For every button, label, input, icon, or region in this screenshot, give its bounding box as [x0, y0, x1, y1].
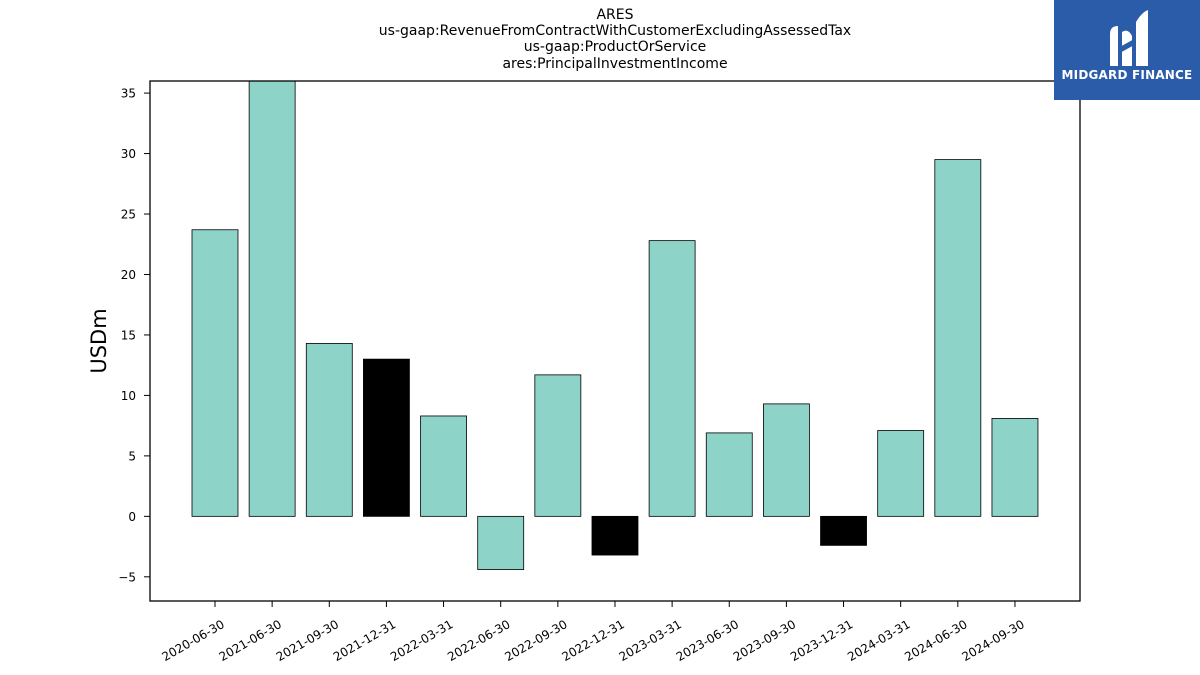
x-tick-label: 2022-12-31: [559, 617, 626, 664]
x-tick-label: 2022-06-30: [445, 617, 512, 664]
bar-2023-06-30: [705, 432, 753, 517]
y-tick-label: −5: [118, 570, 136, 584]
x-tick-label: 2024-09-30: [959, 617, 1026, 664]
bar-2021-06-30: [248, 80, 296, 517]
y-tick-label: 35: [121, 87, 136, 101]
y-axis-label: USDm: [87, 308, 111, 373]
y-tick-label: 10: [121, 389, 136, 403]
y-tick-label: 5: [128, 449, 136, 463]
x-tick-label: 2023-12-31: [788, 617, 855, 664]
x-tick-label: 2024-03-31: [845, 617, 912, 664]
bar-2022-12-31: [591, 515, 639, 556]
y-tick-label: 25: [121, 208, 136, 222]
bar-2024-03-31: [877, 430, 925, 517]
chart-title-line-3: us-gaap:ProductOrService: [523, 39, 707, 55]
x-tick-label: 2021-09-30: [274, 617, 341, 664]
bar-2021-12-31: [363, 358, 410, 517]
bar-2024-06-30: [934, 159, 982, 517]
bar-2024-09-30: [991, 417, 1039, 517]
x-tick-label: 2020-06-30: [159, 617, 226, 664]
y-tick-label: 0: [128, 510, 136, 524]
bar-2021-09-30: [305, 343, 353, 517]
x-tick-label: 2023-09-30: [731, 617, 798, 664]
x-tick-label: 2021-12-31: [331, 617, 398, 664]
bar-2022-06-30: [477, 515, 525, 570]
y-tick-label: 30: [121, 147, 136, 161]
bar-2020-06-30: [191, 229, 239, 517]
bar-2022-09-30: [534, 374, 582, 517]
bar-2023-03-31: [648, 240, 696, 517]
x-tick-label: 2023-06-30: [674, 617, 741, 664]
y-tick-label: 20: [121, 268, 136, 282]
logo-text: MIDGARD FINANCE: [1061, 68, 1193, 82]
chart-title-line-1: ARES: [596, 7, 634, 23]
bar-2022-03-31: [420, 415, 467, 517]
chart-title-line-2: us-gaap:RevenueFromContractWithCustomerE…: [378, 23, 852, 39]
chart-title-line-4: ares:PrincipalInvestmentIncome: [502, 56, 728, 72]
x-tick-label: 2022-09-30: [502, 617, 569, 664]
x-tick-label: 2022-03-31: [388, 617, 455, 664]
x-tick-label: 2024-06-30: [902, 617, 969, 664]
y-tick-label: 15: [121, 328, 136, 342]
midgard-finance-logo: MIDGARD FINANCE: [1054, 0, 1200, 100]
plot-frame: [149, 80, 1081, 602]
midgard-logo-mark-icon: [1110, 10, 1148, 67]
x-tick-label: 2023-03-31: [617, 617, 684, 664]
bar-2023-12-31: [820, 515, 867, 546]
x-tick-label: 2021-06-30: [217, 617, 284, 664]
bar-2023-09-30: [763, 403, 810, 517]
